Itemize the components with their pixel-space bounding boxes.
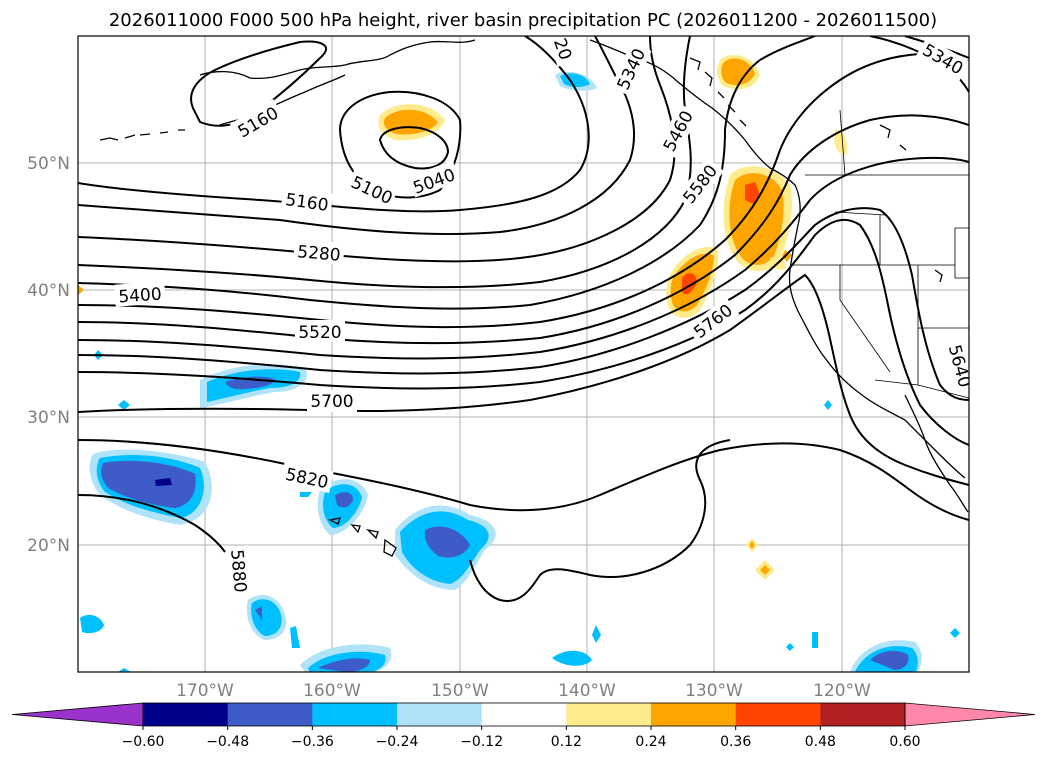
lon-tick-labels: 170°W 160°W 150°W 140°W 130°W 120°W bbox=[176, 681, 871, 701]
contour-5640 bbox=[78, 207, 969, 401]
lat-tick-labels: 50°N 40°N 30°N 20°N bbox=[27, 154, 70, 556]
colorbar-frame bbox=[142, 702, 906, 727]
precip-area-california-offshore bbox=[666, 246, 719, 318]
contour-5040 bbox=[378, 126, 450, 170]
precip-area-hawaii-east bbox=[395, 505, 496, 590]
colorbar-segment bbox=[227, 703, 313, 726]
colorbar-tick-label: −0.12 bbox=[460, 734, 503, 750]
coastline-hawaii bbox=[328, 517, 397, 557]
precip-area-small-east bbox=[78, 285, 775, 580]
coastline-baja bbox=[904, 394, 969, 513]
colorbar-segment bbox=[312, 703, 398, 726]
lat-tick-label: 50°N bbox=[27, 154, 70, 174]
contour-5880-east bbox=[469, 439, 731, 602]
borders bbox=[792, 109, 969, 399]
colorbar-extend-high bbox=[904, 702, 1036, 727]
lon-tick-label: 130°W bbox=[685, 681, 743, 701]
lon-tick-label: 140°W bbox=[558, 681, 616, 701]
map-area: 5160 5100 5040 5160 5280 5400 5520 5700 … bbox=[77, 35, 970, 673]
lon-tick-label: 170°W bbox=[176, 681, 234, 701]
contour-5520 bbox=[78, 114, 969, 345]
colorbar-tick-label: −0.36 bbox=[291, 734, 334, 750]
colorbar-segment bbox=[397, 703, 483, 726]
colorbar-segment bbox=[651, 703, 737, 726]
border-us-mexico bbox=[874, 379, 969, 399]
coastline-misc bbox=[879, 124, 943, 283]
coastlines bbox=[99, 39, 969, 557]
precip-area-hawaii-north bbox=[317, 479, 368, 535]
colorbar-tick-label: 0.36 bbox=[720, 734, 751, 750]
colorbar-tick-label: 0.60 bbox=[889, 734, 920, 750]
contour-5880-west bbox=[78, 494, 226, 553]
lon-tick-label: 150°W bbox=[431, 681, 489, 701]
contour-5460 bbox=[78, 52, 969, 329]
contour-label: 5280 bbox=[296, 242, 341, 266]
coastline-alaska-islands bbox=[689, 57, 747, 127]
precip-area-central-north bbox=[200, 364, 307, 408]
lon-tick-label: 160°W bbox=[303, 681, 361, 701]
border-states-north bbox=[834, 211, 969, 279]
lat-tick-label: 20°N bbox=[27, 536, 70, 556]
precip-area-pacific-northwest bbox=[723, 166, 792, 272]
contour-5580 bbox=[78, 156, 969, 360]
contour-5700 bbox=[78, 218, 969, 446]
colorbar-segment bbox=[735, 703, 821, 726]
colorbar-tick-label: 0.24 bbox=[635, 734, 666, 750]
precip-area-southeast bbox=[786, 400, 960, 672]
colorbar-segment bbox=[143, 703, 229, 726]
coastline-north-america bbox=[589, 39, 966, 479]
border-alaska bbox=[839, 109, 846, 176]
contour-5280 bbox=[78, 36, 676, 263]
contour-label: 5700 bbox=[310, 392, 353, 412]
coastline-aleutian-islands bbox=[99, 129, 185, 141]
coastline-alaska-peninsula bbox=[199, 39, 476, 80]
lon-tick-label: 120°W bbox=[813, 681, 871, 701]
chart-title: 2026011000 F000 500 hPa height, river ba… bbox=[109, 10, 937, 31]
colorbar-tick-label: −0.60 bbox=[122, 734, 165, 750]
colorbar-segment bbox=[566, 703, 652, 726]
precip-area-south-central bbox=[300, 644, 392, 672]
colorbar-tick-label: 0.48 bbox=[805, 734, 836, 750]
precip-area-small-south bbox=[552, 625, 601, 666]
precip-area-hawaii-west bbox=[89, 449, 212, 525]
contour-label: 5400 bbox=[118, 285, 163, 308]
colorbar: −0.60 −0.48 −0.36 −0.24 −0.12 0.12 0.24 0.36 0.4… bbox=[11, 702, 1036, 750]
colorbar-tick-label: −0.24 bbox=[376, 734, 419, 750]
contour-label: 5520 bbox=[298, 323, 341, 343]
lat-tick-label: 30°N bbox=[27, 408, 70, 428]
colorbar-segment bbox=[820, 703, 906, 726]
precip-area-southwest bbox=[80, 595, 300, 648]
contour-5160 bbox=[78, 36, 590, 213]
precip-area-alaska-panhandle bbox=[717, 55, 848, 155]
contour-label: 5880 bbox=[226, 549, 250, 594]
precip-negative-areas bbox=[80, 71, 960, 672]
border-states-west bbox=[792, 264, 969, 385]
colorbar-tick-label: −0.48 bbox=[206, 734, 249, 750]
colorbar-segment bbox=[481, 703, 567, 726]
colorbar-tick-label: 0.12 bbox=[551, 734, 582, 750]
lat-tick-label: 40°N bbox=[27, 281, 70, 301]
contour-5400 bbox=[78, 36, 816, 310]
map-frame bbox=[77, 35, 970, 673]
colorbar-extend-low bbox=[11, 702, 144, 727]
